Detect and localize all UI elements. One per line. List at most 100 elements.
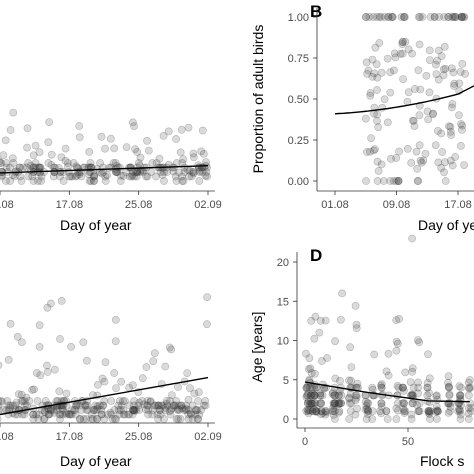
data-point: [312, 407, 320, 415]
data-point: [392, 316, 401, 324]
data-point: [126, 163, 135, 172]
y-tick-label: 15: [277, 296, 289, 308]
data-point: [84, 406, 93, 414]
data-point: [173, 406, 182, 414]
data-point: [306, 383, 314, 392]
data-point: [425, 46, 434, 55]
data-point: [307, 399, 316, 408]
data-point: [390, 49, 399, 58]
data-point: [321, 316, 330, 325]
data-point: [424, 408, 433, 417]
y-tick-label: 5: [283, 375, 289, 387]
data-point: [373, 110, 382, 119]
data-point: [401, 407, 410, 415]
data-point: [457, 13, 466, 21]
panel-b-fit-line: [334, 85, 474, 115]
data-point: [25, 397, 34, 405]
data-point: [130, 406, 139, 414]
data-point: [464, 404, 473, 412]
data-point: [361, 405, 370, 414]
data-point: [185, 384, 194, 393]
data-point: [195, 166, 204, 175]
data-point: [423, 379, 432, 387]
data-point: [318, 391, 327, 400]
data-point: [374, 123, 383, 132]
data-point: [160, 177, 168, 185]
data-point: [331, 374, 340, 383]
data-point: [143, 401, 152, 410]
data-point: [153, 410, 162, 419]
data-point: [81, 401, 89, 410]
data-point: [308, 383, 317, 392]
data-point: [148, 410, 157, 419]
data-point: [83, 401, 92, 410]
data-point: [197, 406, 206, 414]
data-point: [79, 338, 88, 347]
data-point: [305, 354, 314, 362]
data-point: [457, 120, 465, 128]
data-point: [37, 177, 45, 185]
y-tick-label: 1.00: [288, 12, 309, 24]
data-point: [134, 401, 143, 410]
data-point: [464, 409, 473, 418]
data-point: [392, 154, 401, 162]
data-point: [119, 171, 128, 180]
data-point: [312, 407, 320, 415]
data-point: [388, 13, 396, 21]
data-point: [68, 406, 77, 414]
x-tick-label: 02.09: [194, 431, 222, 443]
data-point: [336, 315, 345, 324]
data-point: [369, 13, 378, 21]
data-point: [115, 410, 124, 419]
data-point: [438, 148, 446, 156]
data-point: [179, 177, 188, 185]
panel-d-ylabel: Age [years]: [249, 312, 265, 383]
data-point: [155, 406, 164, 414]
data-point: [304, 407, 313, 415]
data-point: [185, 172, 194, 181]
data-point: [165, 343, 174, 352]
data-point: [456, 391, 465, 400]
data-point: [455, 405, 463, 413]
data-point: [71, 410, 80, 419]
data-point: [144, 410, 152, 419]
data-point: [2, 159, 11, 167]
data-point: [316, 389, 325, 398]
x-tick-label: 25.08: [125, 431, 153, 443]
data-point: [100, 397, 109, 405]
data-point: [156, 410, 165, 419]
data-point: [14, 390, 23, 399]
data-point: [334, 391, 343, 400]
data-point: [330, 415, 339, 423]
data-point: [404, 45, 413, 54]
data-point: [465, 384, 474, 393]
data-point: [119, 410, 128, 419]
panel-b-ylabel: Proportion of adult birds: [250, 25, 266, 174]
y-tick-label: 0.00: [288, 176, 309, 188]
data-point: [61, 408, 70, 417]
panel-c-x-ticks: 09.08 17.08 25.08 02.09: [0, 423, 222, 443]
data-point: [90, 172, 98, 181]
data-point: [175, 406, 184, 414]
data-point: [400, 409, 409, 417]
data-point: [389, 66, 398, 75]
data-point: [120, 397, 129, 405]
data-point: [414, 66, 423, 75]
data-point: [431, 60, 440, 69]
data-point: [167, 345, 176, 354]
data-point: [75, 133, 84, 142]
data-point: [187, 172, 196, 181]
data-point: [374, 167, 383, 175]
data-point: [458, 121, 467, 130]
data-point: [44, 410, 53, 419]
data-point: [178, 177, 187, 185]
data-point: [306, 364, 315, 373]
data-point: [431, 141, 440, 149]
data-point: [59, 177, 68, 185]
data-point: [193, 415, 202, 423]
data-point: [429, 110, 437, 119]
data-point: [387, 13, 396, 21]
data-point: [440, 168, 448, 177]
data-point: [163, 168, 172, 176]
data-point: [184, 410, 193, 419]
